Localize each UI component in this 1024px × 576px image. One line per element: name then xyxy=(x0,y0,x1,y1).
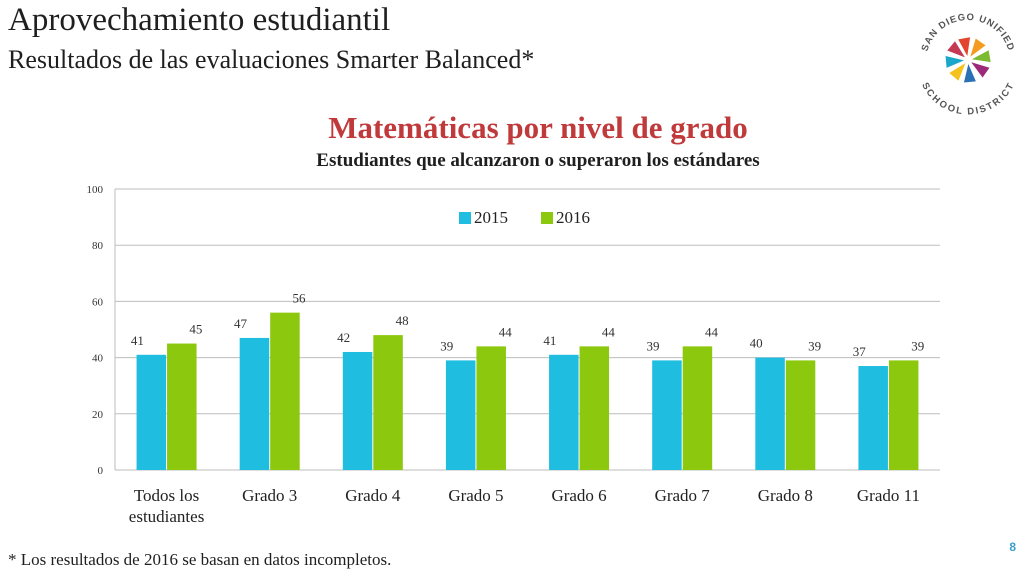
data-label: 39 xyxy=(646,338,659,353)
y-tick-label: 80 xyxy=(92,240,104,252)
bar-2016 xyxy=(785,360,816,470)
x-tick-label: Grado 4 xyxy=(345,486,401,505)
bar-2016 xyxy=(682,346,713,470)
x-tick-label: Grado 6 xyxy=(551,486,606,505)
data-label: 44 xyxy=(499,324,513,339)
page-title: Aprovechamiento estudiantil xyxy=(8,2,391,38)
data-label: 39 xyxy=(440,338,453,353)
data-label: 39 xyxy=(808,338,821,353)
bar-2015 xyxy=(652,360,682,470)
chart-subtitle: Estudiantes que alcanzaron o superaron l… xyxy=(316,150,760,171)
data-label: 44 xyxy=(602,324,616,339)
x-tick-label: estudiantes xyxy=(129,507,205,526)
bar-2015 xyxy=(755,357,785,470)
x-tick-label: Grado 11 xyxy=(857,486,920,505)
bar-2016 xyxy=(579,346,610,470)
data-label: 40 xyxy=(750,336,763,351)
y-tick-label: 0 xyxy=(98,465,104,477)
x-tick-label: Todos los xyxy=(134,486,199,505)
legend-swatch xyxy=(541,212,553,224)
data-label: 56 xyxy=(292,291,306,306)
legend-entry: 2016 xyxy=(556,208,590,227)
page-subtitle: Resultados de las evaluaciones Smarter B… xyxy=(8,45,535,74)
district-logo: SAN DIEGO UNIFIED SCHOOL DISTRICT xyxy=(919,12,1016,118)
bar-2015 xyxy=(858,366,888,470)
data-label: 39 xyxy=(911,338,924,353)
data-label: 47 xyxy=(234,316,248,331)
x-tick-label: Grado 7 xyxy=(655,486,711,505)
y-tick-label: 40 xyxy=(92,353,104,365)
bar-2015 xyxy=(342,351,373,470)
footnote: * Los resultados de 2016 se basan en dat… xyxy=(8,550,392,569)
data-label: 45 xyxy=(189,322,202,337)
bar-2015 xyxy=(239,337,270,470)
x-tick-label: Grado 3 xyxy=(242,486,297,505)
bar-2015 xyxy=(549,354,579,470)
data-label: 44 xyxy=(705,324,719,339)
bar-2016 xyxy=(373,335,403,470)
bar-2016 xyxy=(270,312,300,470)
data-label: 48 xyxy=(396,313,409,328)
legend-entry: 2015 xyxy=(474,208,508,227)
bar-2015 xyxy=(445,360,476,470)
bar-2016 xyxy=(476,346,506,470)
bar-2015 xyxy=(136,354,167,470)
chart-title: Matemáticas por nivel de grado xyxy=(328,110,748,145)
data-label: 37 xyxy=(853,344,867,359)
y-tick-label: 20 xyxy=(92,409,104,421)
page-number: 8 xyxy=(1009,540,1016,554)
bar-2016 xyxy=(167,343,197,470)
bar-2016 xyxy=(888,360,919,470)
data-label: 42 xyxy=(337,330,350,345)
x-tick-label: Grado 8 xyxy=(758,486,813,505)
x-tick-label: Grado 5 xyxy=(448,486,503,505)
data-label: 41 xyxy=(543,333,556,348)
y-tick-label: 60 xyxy=(92,296,104,308)
legend-swatch xyxy=(459,212,471,224)
bar-chart: 0 20 40 60 80 100 41 47 42 39 41 39 40 37 45 56 48 44 44 44… xyxy=(87,184,940,526)
san-diego-unified-star-logo-icon xyxy=(945,37,991,83)
y-tick-label: 100 xyxy=(87,184,104,196)
data-label: 41 xyxy=(131,333,144,348)
